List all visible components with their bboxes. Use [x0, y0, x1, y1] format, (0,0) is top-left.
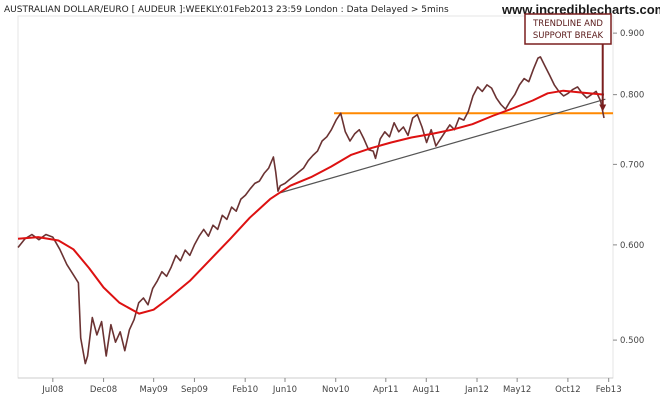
y-tick-label: 0.800 — [620, 91, 644, 101]
x-tick-label: May12 — [503, 385, 531, 395]
x-tick-label: Jun10 — [272, 385, 297, 395]
x-tick-label: Sep09 — [181, 385, 208, 395]
trendline — [280, 98, 606, 194]
x-tick-label: Oct12 — [555, 385, 581, 395]
chart-title: AUSTRALIAN DOLLAR/EURO [ AUDEUR ]:WEEKLY… — [4, 5, 449, 15]
y-tick-label: 0.700 — [620, 160, 644, 170]
annotation-box — [524, 13, 612, 45]
series-line-ma — [17, 89, 605, 315]
x-tick-label: Apr11 — [373, 385, 399, 395]
annotation-arrowhead — [599, 104, 607, 112]
trendline-group — [280, 98, 606, 194]
y-tick-label: 0.600 — [620, 241, 644, 251]
x-tick-label: Nov10 — [322, 385, 349, 395]
x-tick-label: Dec08 — [90, 385, 117, 395]
x-tick-label: Feb10 — [232, 385, 258, 395]
annotation-group: TRENDLINE AND SUPPORT BREAK — [524, 13, 612, 112]
annotation-text: TRENDLINE AND — [532, 19, 603, 29]
x-tick-label: Jul08 — [41, 385, 63, 395]
y-tick-label: 0.500 — [620, 336, 644, 346]
x-axis-ticks: Jul08 Dec08 May09 Sep09 Feb10 Jun10 Nov10 Apr11… — [41, 378, 622, 395]
series-group — [17, 56, 605, 365]
series-line-audeur — [17, 56, 605, 365]
x-tick-label: May09 — [139, 385, 167, 395]
x-tick-label: Aug11 — [413, 385, 440, 395]
x-tick-label: Jan12 — [464, 385, 489, 395]
y-tick-label: 0.900 — [620, 29, 644, 39]
y-axis-ticks: 0.500 0.600 0.700 0.800 0.900 — [613, 29, 644, 346]
x-tick-label: Feb13 — [596, 385, 622, 395]
annotation-text: SUPPORT BREAK — [533, 31, 604, 41]
